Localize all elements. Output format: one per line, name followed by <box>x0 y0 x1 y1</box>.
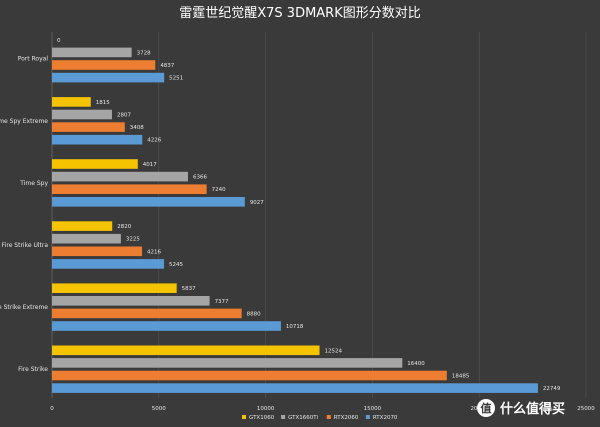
legend: GTX1060 GTX1660Ti RTX2060 RTX2070 <box>242 415 398 421</box>
x-tick-label-25000: 25000 <box>577 406 595 412</box>
value-label-time-spy-gtx1060: 4017 <box>143 162 157 168</box>
bars <box>52 47 538 393</box>
category-label-time-spy-extreme: Time Spy Extreme <box>0 118 48 125</box>
value-label-port-royal-rtx2070: 5251 <box>169 76 183 82</box>
bar-fire-strike-ultra-rtx2070 <box>52 259 165 269</box>
legend-label-rtx2070: RTX2070 <box>373 415 398 421</box>
bar-port-royal-rtx2060 <box>52 60 156 70</box>
chart-title: 雷霆世纪觉醒X7S 3DMARK图形分数对比 <box>179 6 421 21</box>
bar-time-spy-gtx1060 <box>52 159 138 169</box>
bar-fire-strike-ultra-gtx1060 <box>52 221 113 231</box>
watermark-badge-text: 值 <box>481 401 492 415</box>
value-label-time-spy-rtx2070: 9027 <box>250 200 264 206</box>
bar-fire-strike-extreme-rtx2070 <box>52 321 281 331</box>
x-tick-label-10000: 10000 <box>257 406 275 412</box>
value-label-fire-strike-extreme-gtx1660ti: 7377 <box>215 299 229 305</box>
value-label-port-royal-gtx1060: 0 <box>57 38 61 44</box>
value-label-fire-strike-gtx1060: 12524 <box>325 348 343 354</box>
bar-fire-strike-extreme-gtx1060 <box>52 283 177 293</box>
bar-fire-strike-rtx2060 <box>52 370 447 381</box>
value-label-fire-strike-extreme-gtx1060: 5837 <box>182 286 196 292</box>
value-label-fire-strike-gtx1660ti: 16400 <box>407 361 425 367</box>
category-label-fire-strike-ultra: Fire Strike Ultra <box>2 242 49 249</box>
category-label-port-royal: Port Royal <box>18 56 49 63</box>
watermark: 值 什么值得买 <box>477 399 565 417</box>
value-label-port-royal-rtx2060: 4837 <box>160 63 174 69</box>
value-label-port-royal-gtx1660ti: 3728 <box>137 50 151 56</box>
value-label-fire-strike-ultra-rtx2070: 5245 <box>169 262 183 268</box>
bar-time-spy-extreme-rtx2060 <box>52 122 125 132</box>
value-label-fire-strike-ultra-gtx1060: 2820 <box>117 224 131 230</box>
watermark-text: 什么值得买 <box>500 401 565 417</box>
bar-time-spy-gtx1660ti <box>52 171 188 182</box>
x-tick-label-5000: 5000 <box>152 406 166 412</box>
value-labels: 0 3728 4837 5251 1815 2807 3408 4226 4017 6366 724… <box>57 38 561 392</box>
x-tick-label-15000: 15000 <box>364 406 382 412</box>
grid <box>51 32 587 398</box>
category-label-fire-strike: Fire Strike <box>18 366 48 373</box>
bar-time-spy-extreme-rtx2070 <box>52 134 143 145</box>
bar-time-spy-rtx2070 <box>52 197 245 207</box>
legend-label-rtx2060: RTX2060 <box>334 415 359 421</box>
legend-label-gtx1060: GTX1060 <box>249 415 275 421</box>
value-label-time-spy-gtx1660ti: 6366 <box>193 175 207 181</box>
value-label-time-spy-extreme-gtx1660ti: 2807 <box>117 113 131 119</box>
legend-label-gtx1660ti: GTX1660Ti <box>288 415 318 421</box>
bar-time-spy-extreme-gtx1660ti <box>52 109 112 120</box>
bar-fire-strike-gtx1060 <box>52 345 320 356</box>
category-labels: Port Royal Time Spy Extreme Time Spy Fire S… <box>0 56 48 374</box>
value-label-time-spy-extreme-rtx2070: 4226 <box>147 138 161 144</box>
value-label-time-spy-extreme-gtx1060: 1815 <box>96 100 110 106</box>
value-label-fire-strike-extreme-rtx2070: 10718 <box>286 324 304 330</box>
value-label-fire-strike-extreme-rtx2060: 8880 <box>247 311 261 317</box>
bar-fire-strike-extreme-rtx2060 <box>52 308 242 319</box>
legend-swatch-rtx2060 <box>326 415 331 419</box>
bar-time-spy-rtx2060 <box>52 184 207 194</box>
watermark-badge <box>477 399 495 417</box>
bar-fire-strike-extreme-gtx1660ti <box>52 296 210 306</box>
category-label-fire-strike-extreme: Fire Strike Extreme <box>0 304 48 311</box>
value-label-fire-strike-ultra-rtx2060: 4216 <box>147 249 161 255</box>
value-label-fire-strike-rtx2060: 18485 <box>452 374 470 380</box>
bar-fire-strike-ultra-rtx2060 <box>52 246 143 257</box>
legend-swatch-gtx1060 <box>242 415 246 419</box>
bar-port-royal-gtx1660ti <box>52 47 132 58</box>
legend-swatch-rtx2070 <box>365 415 370 419</box>
x-tick-label-0: 0 <box>50 406 54 412</box>
category-label-time-spy: Time Spy <box>19 180 48 187</box>
bar-fire-strike-ultra-gtx1660ti <box>52 233 121 244</box>
value-label-time-spy-extreme-rtx2060: 3408 <box>130 125 144 131</box>
value-label-fire-strike-rtx2070: 22749 <box>543 386 561 392</box>
legend-swatch-gtx1660ti <box>281 415 286 419</box>
value-label-fire-strike-ultra-gtx1660ti: 3225 <box>126 237 140 243</box>
bar-port-royal-rtx2070 <box>52 72 165 83</box>
bar-time-spy-extreme-gtx1060 <box>52 97 91 107</box>
value-label-time-spy-rtx2060: 7240 <box>212 187 226 193</box>
bar-fire-strike-gtx1660ti <box>52 358 403 368</box>
bar-fire-strike-rtx2070 <box>52 383 538 393</box>
